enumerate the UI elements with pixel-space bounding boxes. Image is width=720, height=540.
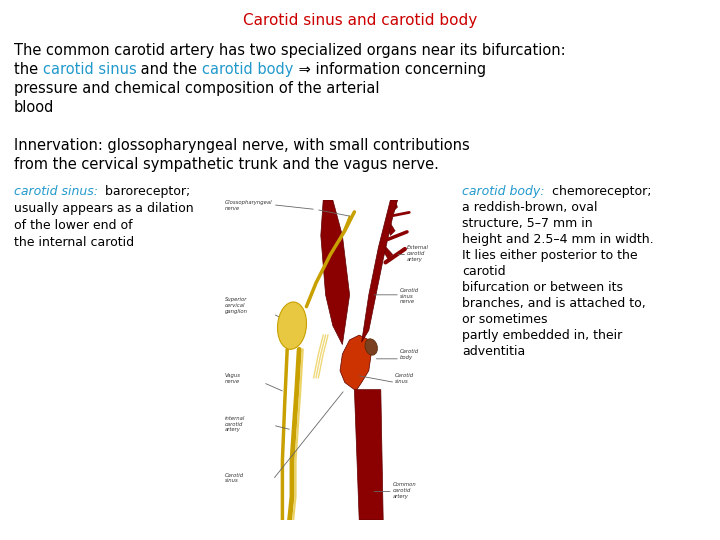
Text: Superior
cervical
ganglion: Superior cervical ganglion [225,297,248,314]
Text: Carotid
sinus: Carotid sinus [225,472,244,483]
Text: internal
carotid
artery: internal carotid artery [225,416,246,433]
Text: partly embedded in, their: partly embedded in, their [462,329,622,342]
Polygon shape [390,193,397,212]
Text: The common carotid artery has two specialized organs near its bifurcation:: The common carotid artery has two specia… [14,43,566,58]
Polygon shape [361,200,397,342]
Text: Innervation: glossopharyngeal nerve, with small contributions: Innervation: glossopharyngeal nerve, wit… [14,138,469,153]
Text: pressure and chemical composition of the arterial: pressure and chemical composition of the… [14,81,379,96]
Text: Carotid
body: Carotid body [400,349,419,360]
Text: usually appears as a dilation: usually appears as a dilation [14,202,194,215]
Text: Carotid
sinus: Carotid sinus [395,373,414,384]
Text: carotid sinus:: carotid sinus: [14,185,98,198]
Polygon shape [340,335,372,390]
Text: from the cervical sympathetic trunk and the vagus nerve.: from the cervical sympathetic trunk and … [14,157,439,172]
Text: carotid body:: carotid body: [462,185,544,198]
Text: blood: blood [14,100,55,115]
Text: and the: and the [137,62,202,77]
Polygon shape [381,242,393,259]
Text: It lies either posterior to the: It lies either posterior to the [462,249,638,262]
Text: a reddish-brown, oval: a reddish-brown, oval [462,201,598,214]
Text: Glossopharyngeal
nerve: Glossopharyngeal nerve [225,200,272,211]
Ellipse shape [277,302,307,349]
Ellipse shape [365,339,377,355]
Text: carotid body: carotid body [202,62,294,77]
Text: adventitia: adventitia [462,345,526,358]
Text: chemoreceptor;: chemoreceptor; [547,185,651,198]
Text: ⇒ information concerning: ⇒ information concerning [294,62,485,77]
Text: or sometimes: or sometimes [462,313,547,326]
Text: bifurcation or between its: bifurcation or between its [462,281,623,294]
Text: branches, and is attached to,: branches, and is attached to, [462,297,646,310]
Text: Vagus
nerve: Vagus nerve [225,373,240,384]
Text: Carotid sinus and carotid body: Carotid sinus and carotid body [243,13,477,28]
Polygon shape [321,200,350,345]
Text: the internal carotid: the internal carotid [14,236,134,249]
Text: Common
carotid
artery: Common carotid artery [393,482,417,498]
Polygon shape [385,218,395,235]
Text: of the lower end of: of the lower end of [14,219,132,232]
Text: carotid: carotid [462,265,505,278]
Polygon shape [354,390,383,520]
Text: structure, 5–7 mm in: structure, 5–7 mm in [462,217,593,230]
Text: External
carotid
artery: External carotid artery [408,245,429,262]
Text: Carotid
sinus
nerve: Carotid sinus nerve [400,288,419,305]
Text: baroreceptor;: baroreceptor; [101,185,190,198]
Text: height and 2.5–4 mm in width.: height and 2.5–4 mm in width. [462,233,654,246]
Text: the: the [14,62,42,77]
Text: carotid sinus: carotid sinus [42,62,137,77]
